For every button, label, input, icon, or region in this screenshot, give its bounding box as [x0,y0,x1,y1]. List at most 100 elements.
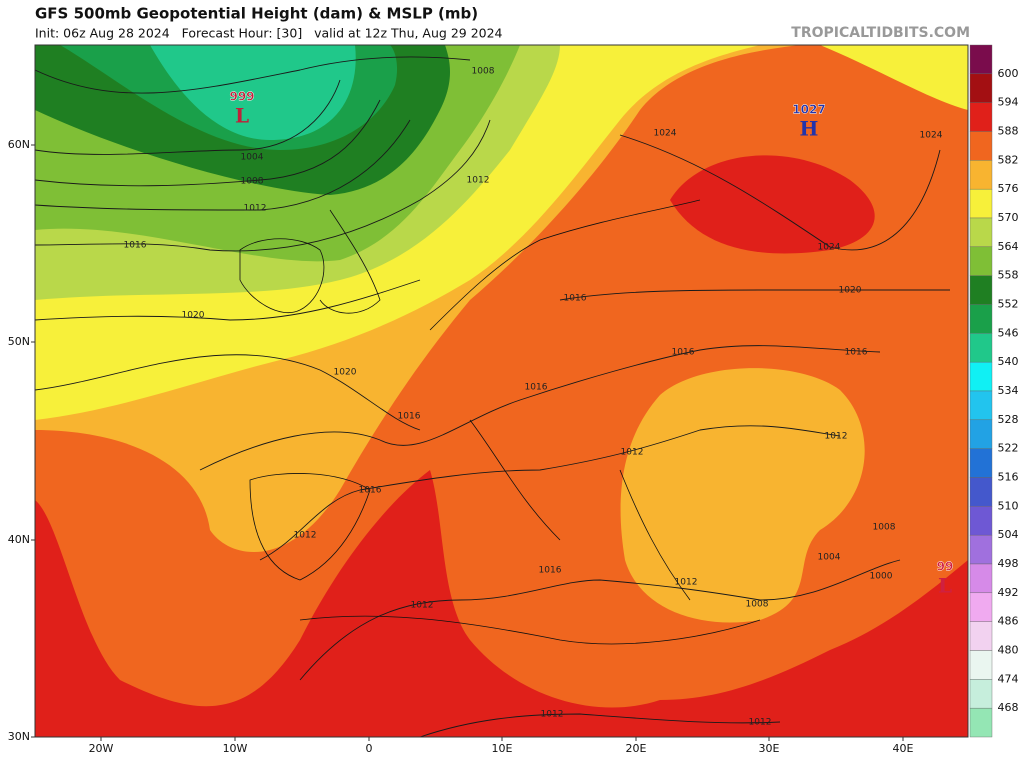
colorbar-label: 558 [998,269,1019,282]
lat-label: 30N [8,730,30,743]
colorbar-swatch [969,534,993,565]
colorbar-swatch [969,217,993,248]
colorbar-swatch [969,102,993,132]
isobar-label: 1016 [525,383,548,393]
lat-label: 60N [8,138,30,151]
colorbar-label: 540 [998,355,1019,368]
height-fill-570 [820,45,968,110]
isobar-label: 1024 [818,243,841,253]
isobar-label: 1012 [244,204,267,214]
colorbar-label: 570 [998,211,1019,224]
lat-label: 40N [8,533,30,546]
isobar-label: 1012 [675,578,698,588]
colorbar-label: 600 [998,67,1019,80]
colorbar-label: 546 [998,326,1019,339]
isobar-label: 1012 [541,710,564,720]
colorbar-swatch [969,390,993,421]
colorbar-swatch [969,506,993,536]
colorbar-label: 468 [998,701,1019,714]
colorbar-swatch [969,650,993,680]
isobar-label: 1020 [839,286,862,296]
colorbar-label: 534 [998,384,1019,397]
isobar-label: 1000 [870,572,893,582]
colorbar-swatch [969,160,993,190]
colorbar-label: 498 [998,557,1019,570]
colorbar-label: 474 [998,672,1019,685]
lon-label: 20E [626,742,647,755]
isobar-label: 1008 [873,523,896,533]
title: GFS 500mb Geopotential Height (dam) & MS… [35,5,478,23]
colorbar-swatch [969,188,993,219]
height-fill-588 [670,155,875,254]
colorbar-label: 522 [998,442,1019,455]
subtitle: Init: 06z Aug 28 2024 Forecast Hour: [30… [35,26,503,41]
colorbar-label: 504 [998,528,1019,541]
colorbar-label: 480 [998,644,1019,657]
pressure-value: 1027 [792,103,825,117]
isobar-label: 1016 [564,294,587,304]
height-fill-588 [35,470,968,737]
colorbar-label: 486 [998,615,1019,628]
colorbar-swatch [969,679,993,709]
colorbar-label: 510 [998,499,1019,512]
colorbar-swatch [969,592,993,622]
lon-label: 40E [893,742,914,755]
isobar-label: 1012 [825,432,848,442]
colorbar-swatch [969,73,993,103]
colorbar-swatch [969,621,993,651]
colorbar-swatch [969,707,993,738]
isobar-label: 1020 [334,368,357,378]
pressure-letter: L [235,104,249,128]
colorbar: 600 594 588 582 576 570 564 558 552 546 540 534 528 5… [969,44,1019,738]
height-fill-576 [620,368,865,623]
isobar-label: 1008 [472,67,495,77]
isobar-label: 1024 [654,129,677,139]
pressure-value: 999 [229,90,254,104]
colorbar-swatch [969,419,993,449]
pressure-letter: L [938,574,952,598]
colorbar-label: 528 [998,413,1019,426]
isobar-label: 1016 [124,241,147,251]
lon-label: 0 [366,742,373,755]
lon-label: 10W [223,742,248,755]
isobar-label: 1016 [672,348,695,358]
colorbar-swatch [969,477,993,507]
map-area [35,45,968,737]
pressure-value: 99 [937,560,954,574]
colorbar-swatch [969,275,993,305]
colorbar-label: 516 [998,471,1019,484]
colorbar-label: 576 [998,182,1019,195]
colorbar-label: 492 [998,586,1019,599]
lon-label: 20W [89,742,114,755]
colorbar-label: 564 [998,240,1019,253]
lon-label: 10E [492,742,513,755]
colorbar-swatch [969,304,993,334]
isobar-label: 1024 [920,131,943,141]
colorbar-label: 588 [998,125,1019,138]
colorbar-label: 594 [998,96,1019,109]
isobar-label: 1016 [539,566,562,576]
colorbar-label: 552 [998,298,1019,311]
colorbar-swatch [969,361,993,392]
isobar-label: 1016 [398,412,421,422]
colorbar-swatch [969,44,993,75]
colorbar-swatch [969,131,993,161]
colorbar-label: 582 [998,153,1019,166]
isobar-label: 1016 [845,348,868,358]
isobar-label: 1004 [241,153,264,163]
isobar-label: 1012 [411,601,434,611]
isobar-label: 1008 [746,600,769,610]
pressure-letter: H [800,117,819,141]
isobar-label: 1012 [294,531,317,541]
lon-label: 30E [759,742,780,755]
isobar-label: 1016 [359,486,382,496]
isobar-label: 1008 [241,177,264,187]
isobar-label: 1012 [467,176,490,186]
colorbar-swatch [969,563,993,594]
colorbar-swatch [969,246,993,276]
colorbar-swatch [969,448,993,478]
colorbar-swatch [969,333,993,363]
site-label: TROPICALTIDBITS.COM [791,25,970,41]
isobar-label: 1012 [621,448,644,458]
